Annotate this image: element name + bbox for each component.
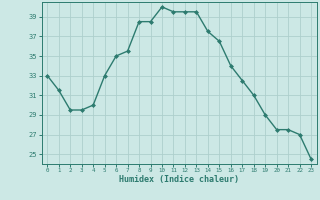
X-axis label: Humidex (Indice chaleur): Humidex (Indice chaleur) xyxy=(119,175,239,184)
